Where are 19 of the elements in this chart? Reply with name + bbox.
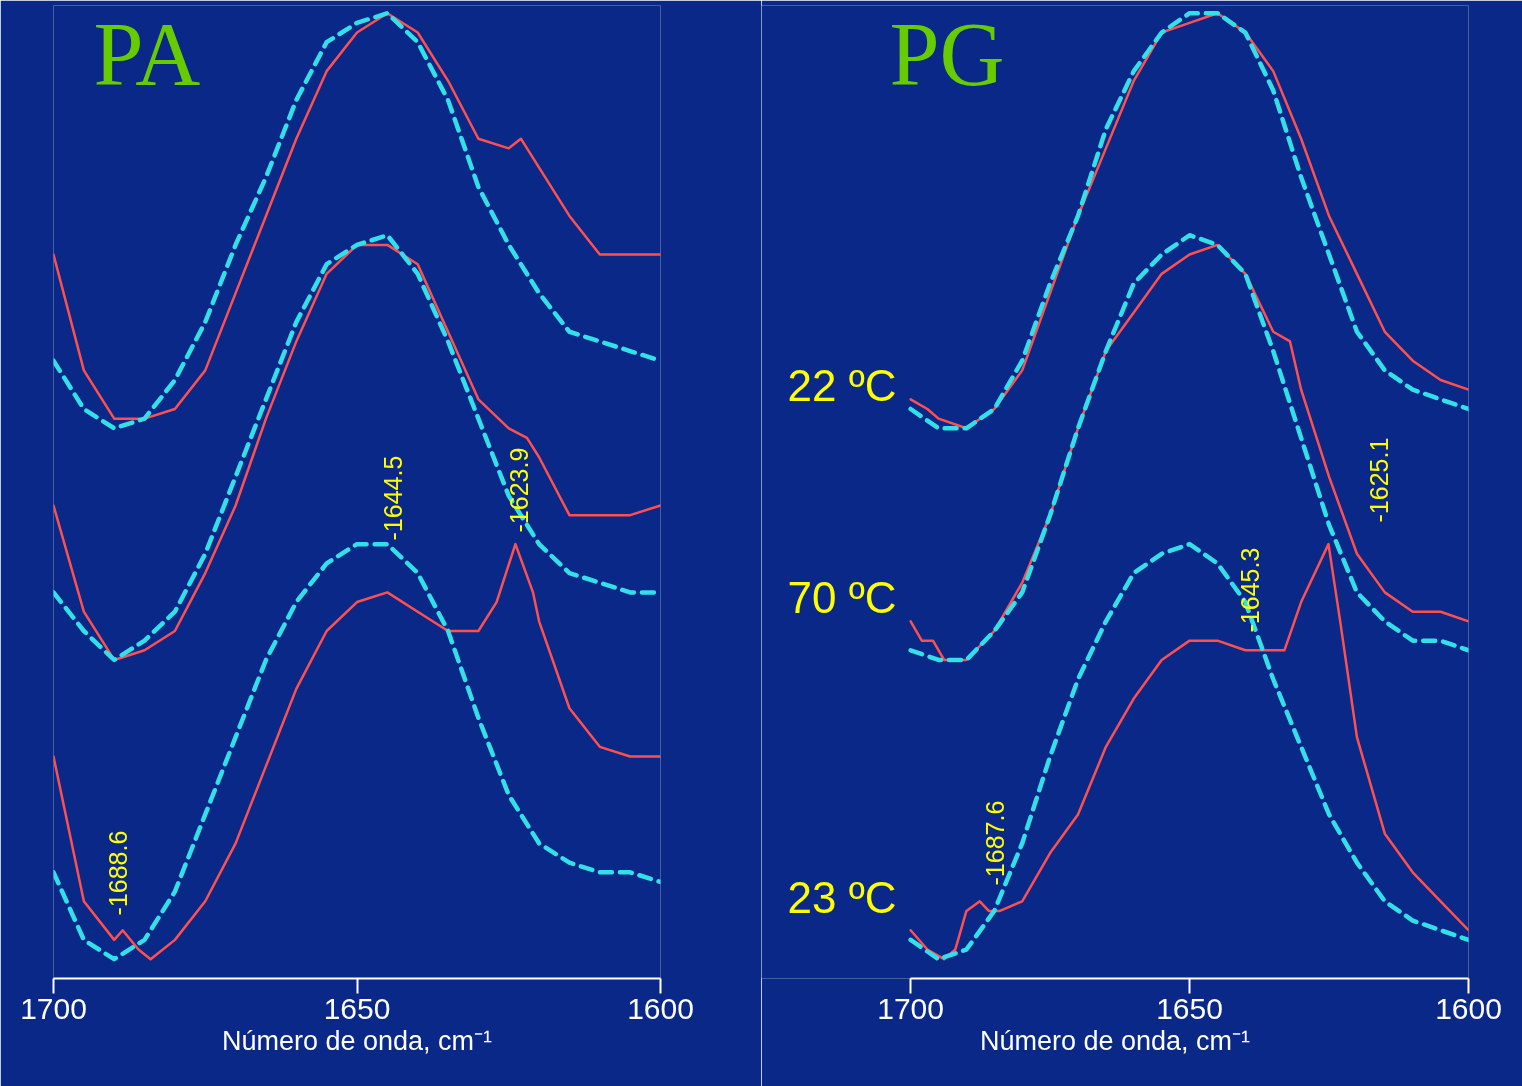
- annotation: -1687.6: [980, 800, 1009, 886]
- x-tick-label: 1650: [1156, 991, 1223, 1025]
- x-tick-label: 1600: [1435, 991, 1502, 1025]
- x-tick-label: 1600: [627, 991, 694, 1025]
- annotation: -1688.6: [103, 830, 132, 916]
- x-tick-label: 1700: [877, 991, 945, 1025]
- text: 70 ºC: [787, 573, 897, 622]
- annotation: -1623.9: [504, 447, 533, 533]
- chart-title: PA: [93, 4, 201, 104]
- text: 22 ºC: [787, 361, 897, 410]
- chart-title: PG: [889, 4, 1005, 104]
- x-tick-label: 1700: [20, 991, 87, 1025]
- x-axis-title: Número de onda, cm⁻¹: [979, 1025, 1251, 1056]
- annotation: -1644.5: [378, 455, 407, 541]
- annotation: -1625.1: [1364, 437, 1393, 523]
- annotation: -1645.3: [1235, 547, 1264, 633]
- text: 23 ºC: [787, 873, 897, 922]
- x-tick-label: 1650: [323, 991, 391, 1025]
- x-axis-title: Número de onda, cm⁻¹: [221, 1025, 493, 1056]
